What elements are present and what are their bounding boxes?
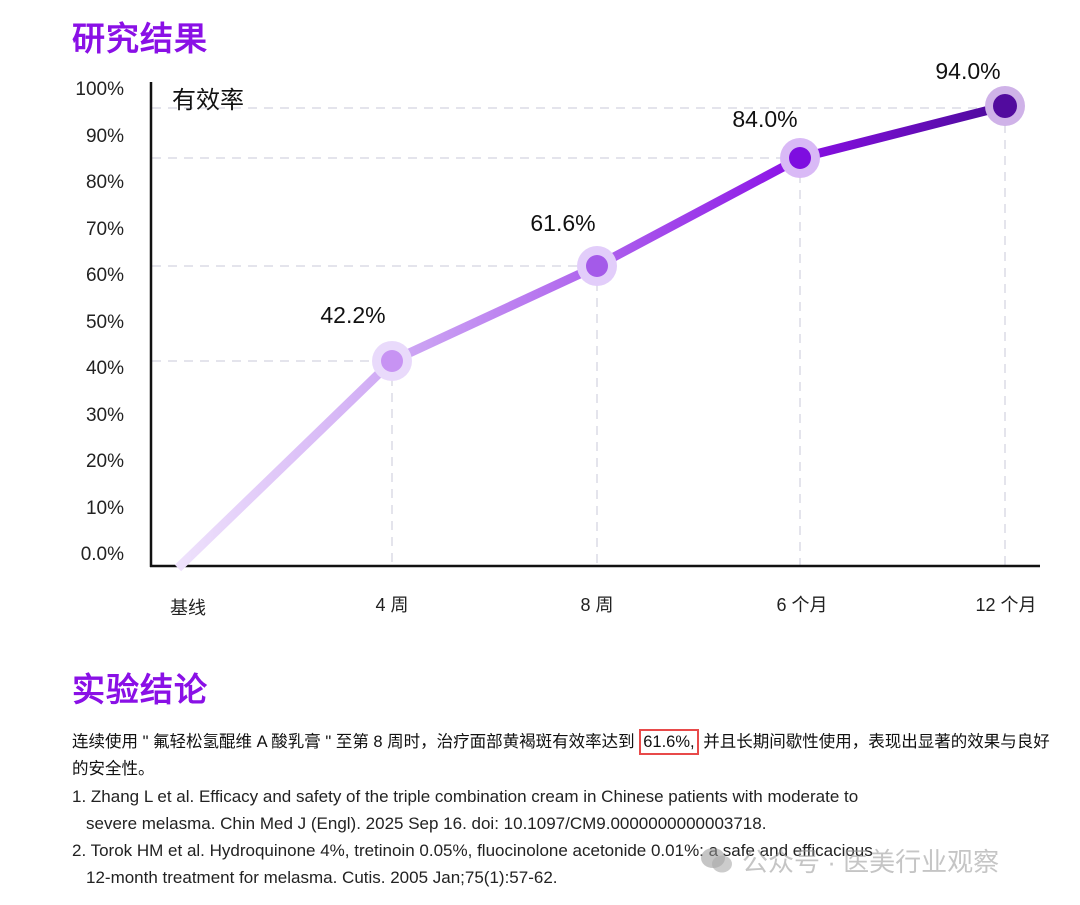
conclusion-text: 并且长期间歇性使用，表现出显著的效果与良好的安全性。 <box>72 733 1050 778</box>
x-tick: 4 周 <box>375 595 409 615</box>
wechat-icon <box>700 847 734 875</box>
y-tick: 30% <box>85 405 124 426</box>
conclusion-paragraph: 连续使用 " 氟轻松氢醌维 A 酸乳膏 " 至第 8 周时，治疗面部黄褐斑有效率… <box>72 729 1052 783</box>
y-tick: 70% <box>85 219 124 240</box>
y-tick: 0.0% <box>80 544 124 565</box>
reference-item: 1. Zhang L et al. Efficacy and safety of… <box>72 783 1062 837</box>
y-tick: 40% <box>85 358 124 379</box>
highlight-value: 61.6%, <box>639 729 699 755</box>
y-tick: 50% <box>85 312 124 333</box>
x-tick: 6 个月 <box>776 595 828 615</box>
watermark-text: 公众号 · 医美行业观察 <box>742 847 1000 877</box>
reference-line: 1. Zhang L et al. Efficacy and safety of… <box>72 787 859 806</box>
results-heading: 研究结果 <box>72 20 208 57</box>
y-tick: 90% <box>85 126 124 147</box>
y-tick: 80% <box>85 172 124 193</box>
conclusion-heading: 实验结论 <box>72 671 208 708</box>
y-tick: 10% <box>85 498 124 519</box>
y-tick: 100% <box>75 79 124 100</box>
data-line <box>174 101 1007 572</box>
reference-item: 2. Torok HM et al. Hydroquinone 4%, tret… <box>72 837 1062 891</box>
watermark: 公众号 · 医美行业观察 <box>700 842 999 879</box>
references: 1. Zhang L et al. Efficacy and safety of… <box>72 783 1062 891</box>
line-chart <box>149 82 1040 572</box>
x-tick: 8 周 <box>580 595 614 615</box>
x-tick: 基线 <box>170 598 206 618</box>
reference-line: 2. Torok HM et al. Hydroquinone 4%, tret… <box>72 841 873 860</box>
reference-line: severe melasma. Chin Med J (Engl). 2025 … <box>86 814 767 833</box>
y-tick: 20% <box>85 451 124 472</box>
guide-lines <box>152 107 1006 565</box>
y-axis-title: 有效率 <box>172 87 244 114</box>
data-label: 61.6% <box>530 210 596 236</box>
y-tick: 60% <box>85 265 124 286</box>
data-label: 94.0% <box>935 58 1001 84</box>
x-tick: 12 个月 <box>975 595 1037 615</box>
data-label: 42.2% <box>320 302 386 328</box>
data-label: 84.0% <box>732 106 798 132</box>
data-points <box>372 86 1025 381</box>
conclusion-text: 连续使用 " 氟轻松氢醌维 A 酸乳膏 " 至第 8 周时，治疗面部黄褐斑有效率… <box>72 733 640 751</box>
reference-line: 12-month treatment for melasma. Cutis. 2… <box>86 868 558 887</box>
